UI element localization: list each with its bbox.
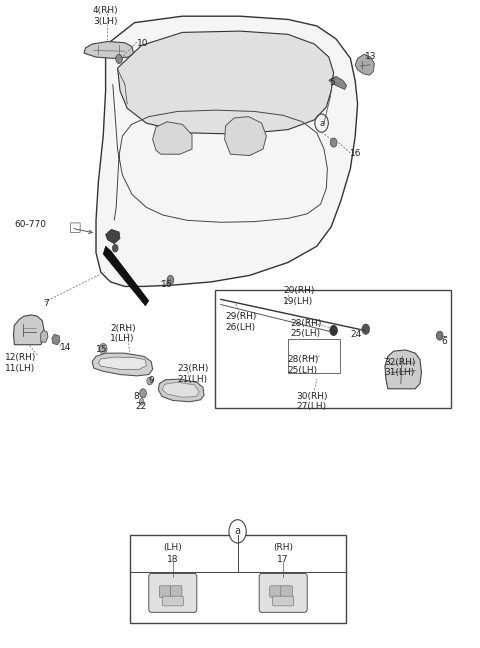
Polygon shape bbox=[153, 122, 192, 154]
FancyBboxPatch shape bbox=[170, 586, 182, 597]
Text: (LH): (LH) bbox=[163, 543, 182, 552]
Text: 24: 24 bbox=[350, 330, 361, 340]
Text: 32(RH)
31(LH): 32(RH) 31(LH) bbox=[384, 358, 415, 377]
Circle shape bbox=[330, 325, 337, 336]
Text: 60-770: 60-770 bbox=[14, 220, 47, 229]
Text: 28(RH)
25(LH): 28(RH) 25(LH) bbox=[287, 355, 318, 375]
FancyBboxPatch shape bbox=[259, 573, 307, 612]
Text: 17: 17 bbox=[277, 555, 289, 564]
Text: 14: 14 bbox=[60, 343, 72, 353]
Circle shape bbox=[99, 343, 107, 354]
Polygon shape bbox=[385, 350, 421, 389]
Text: (RH): (RH) bbox=[273, 543, 293, 552]
Text: 16: 16 bbox=[161, 280, 172, 289]
Polygon shape bbox=[106, 229, 120, 244]
Circle shape bbox=[139, 399, 144, 405]
Polygon shape bbox=[225, 117, 266, 156]
Polygon shape bbox=[329, 76, 347, 89]
Circle shape bbox=[330, 138, 337, 147]
Text: 12(RH)
11(LH): 12(RH) 11(LH) bbox=[5, 353, 36, 373]
Circle shape bbox=[167, 275, 174, 284]
Text: 10: 10 bbox=[137, 39, 148, 48]
Polygon shape bbox=[118, 31, 334, 134]
FancyBboxPatch shape bbox=[162, 596, 183, 606]
Polygon shape bbox=[52, 334, 60, 345]
Text: 2(RH)
1(LH): 2(RH) 1(LH) bbox=[110, 324, 136, 343]
Bar bbox=[215, 290, 451, 408]
Text: 8: 8 bbox=[133, 392, 139, 401]
Text: 30(RH)
27(LH): 30(RH) 27(LH) bbox=[297, 392, 328, 411]
Text: 28(RH)
25(LH): 28(RH) 25(LH) bbox=[290, 319, 322, 338]
Circle shape bbox=[147, 377, 153, 385]
FancyBboxPatch shape bbox=[159, 586, 171, 597]
FancyBboxPatch shape bbox=[270, 586, 281, 597]
Polygon shape bbox=[96, 16, 358, 286]
Polygon shape bbox=[158, 379, 204, 402]
FancyBboxPatch shape bbox=[149, 573, 197, 612]
Circle shape bbox=[112, 244, 118, 252]
Polygon shape bbox=[13, 315, 44, 345]
Polygon shape bbox=[355, 54, 374, 75]
Text: a: a bbox=[235, 526, 240, 537]
Polygon shape bbox=[92, 353, 153, 376]
Polygon shape bbox=[41, 330, 48, 342]
FancyBboxPatch shape bbox=[281, 586, 292, 597]
Text: 22: 22 bbox=[136, 402, 147, 411]
Text: 23(RH)
21(LH): 23(RH) 21(LH) bbox=[178, 364, 209, 384]
Circle shape bbox=[116, 54, 122, 64]
Circle shape bbox=[436, 331, 443, 340]
Text: 29(RH)
26(LH): 29(RH) 26(LH) bbox=[226, 312, 257, 332]
Polygon shape bbox=[98, 357, 146, 369]
FancyBboxPatch shape bbox=[273, 596, 294, 606]
Text: a: a bbox=[319, 119, 324, 128]
Polygon shape bbox=[103, 246, 149, 306]
Bar bbox=[130, 535, 346, 623]
Text: 4(RH)
3(LH): 4(RH) 3(LH) bbox=[93, 6, 119, 26]
Circle shape bbox=[229, 520, 246, 543]
Polygon shape bbox=[162, 382, 199, 397]
Text: 7: 7 bbox=[43, 299, 49, 308]
Bar bbox=[288, 339, 340, 373]
Text: 9: 9 bbox=[149, 376, 155, 385]
Text: 6: 6 bbox=[442, 337, 447, 346]
Text: 5: 5 bbox=[329, 78, 335, 87]
Polygon shape bbox=[84, 41, 133, 58]
Circle shape bbox=[362, 324, 370, 334]
Text: 15: 15 bbox=[96, 345, 108, 354]
Text: 13: 13 bbox=[365, 52, 376, 61]
Circle shape bbox=[140, 389, 146, 398]
Text: 20(RH)
19(LH): 20(RH) 19(LH) bbox=[283, 286, 314, 306]
Text: 16: 16 bbox=[350, 149, 362, 158]
Text: 18: 18 bbox=[167, 555, 179, 564]
